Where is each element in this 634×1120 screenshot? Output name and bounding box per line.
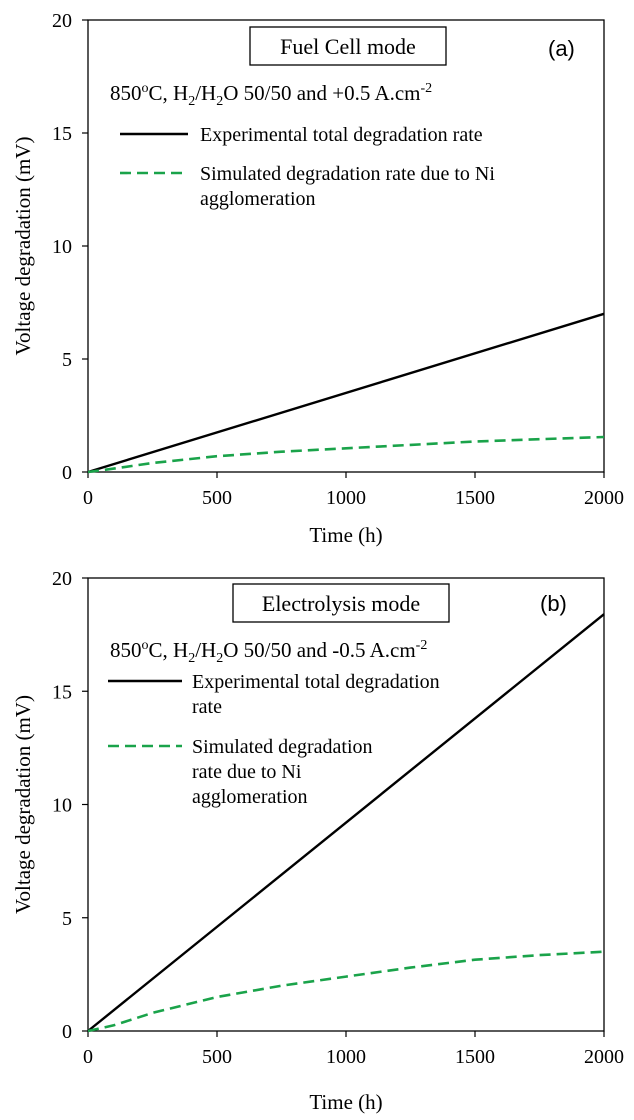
chart-b-x-axis-label: Time (h) xyxy=(309,1090,382,1114)
chart-b-x-tick-label: 2000 xyxy=(584,1046,624,1068)
chart-a-panel: 0 500 1000 1500 2000 0 5 10 15 20 Time (h) Voltage … xyxy=(11,10,624,547)
chart-a-x-tick-label: 2000 xyxy=(584,487,624,509)
chart-b-simulated-line xyxy=(87,950,605,1033)
chart-a-conditions: 850oC, H2/H2O 50/50 and +0.5 A.cm-2 xyxy=(110,81,432,109)
chart-b-legend-label-1: rate xyxy=(192,696,222,718)
chart-b-mode-title: Electrolysis mode xyxy=(262,591,420,616)
chart-a-y-tick-label: 0 xyxy=(62,462,72,484)
chart-a-experimental-line xyxy=(87,312,605,474)
chart-a-x-tick-label: 1500 xyxy=(455,487,495,509)
chart-b-x-tick-label: 0 xyxy=(83,1046,93,1068)
chart-b-x-tick-label: 500 xyxy=(202,1046,232,1068)
chart-a-y-axis-label: Voltage degradation (mV) xyxy=(11,137,35,356)
chart-a-simulated-line xyxy=(87,435,605,474)
chart-a-mode-title-box xyxy=(249,26,447,66)
chart-a-y-tick-label: 15 xyxy=(52,123,72,145)
chart-b-legend-label-2: Simulated degradation xyxy=(192,736,373,758)
chart-a-legend-label-2: Simulated degradation rate due to Ni xyxy=(200,163,495,185)
chart-b-conditions: 850oC, H2/H2O 50/50 and -0.5 A.cm-2 xyxy=(110,638,427,666)
chart-a-x-axis-label: Time (h) xyxy=(309,523,382,547)
chart-b-y-tick-label: 15 xyxy=(52,681,72,703)
chart-a-legend-label-2: agglomeration xyxy=(200,188,316,210)
chart-b-panel: 0 500 1000 1500 2000 0 5 10 15 20 Time (h) Voltage … xyxy=(11,568,624,1114)
chart-a-y-tick-label: 5 xyxy=(62,349,72,371)
chart-b-panel-label: (b) xyxy=(540,591,567,616)
chart-b-experimental-line xyxy=(87,613,605,1032)
chart-a-x-tick-label: 0 xyxy=(83,487,93,509)
chart-b-x-tick-label: 1500 xyxy=(455,1046,495,1068)
chart-b-x-tick-label: 1000 xyxy=(326,1046,366,1068)
chart-b-legend-label-1: Experimental total degradation xyxy=(192,671,440,693)
chart-a-panel-label: (a) xyxy=(548,36,575,61)
chart-b-y-tick-label: 5 xyxy=(62,908,72,930)
chart-a-mode-title: Fuel Cell mode xyxy=(280,34,416,59)
chart-b-legend-label-2: agglomeration xyxy=(192,786,308,808)
chart-b-y-tick-label: 20 xyxy=(52,568,72,590)
chart-a-legend-label-1: Experimental total degradation rate xyxy=(200,124,483,146)
chart-b-y-axis-label: Voltage degradation (mV) xyxy=(11,695,35,914)
chart-b-legend-label-2: rate due to Ni xyxy=(192,761,302,783)
chart-a-y-tick-label: 10 xyxy=(52,236,72,258)
chart-b-mode-title-box xyxy=(232,583,450,623)
chart-a-y-tick-label: 20 xyxy=(52,10,72,32)
chart-a-x-tick-label: 500 xyxy=(202,487,232,509)
chart-a-x-tick-label: 1000 xyxy=(326,487,366,509)
chart-b-y-tick-label: 0 xyxy=(62,1021,72,1043)
chart-b-y-tick-label: 10 xyxy=(52,795,72,817)
